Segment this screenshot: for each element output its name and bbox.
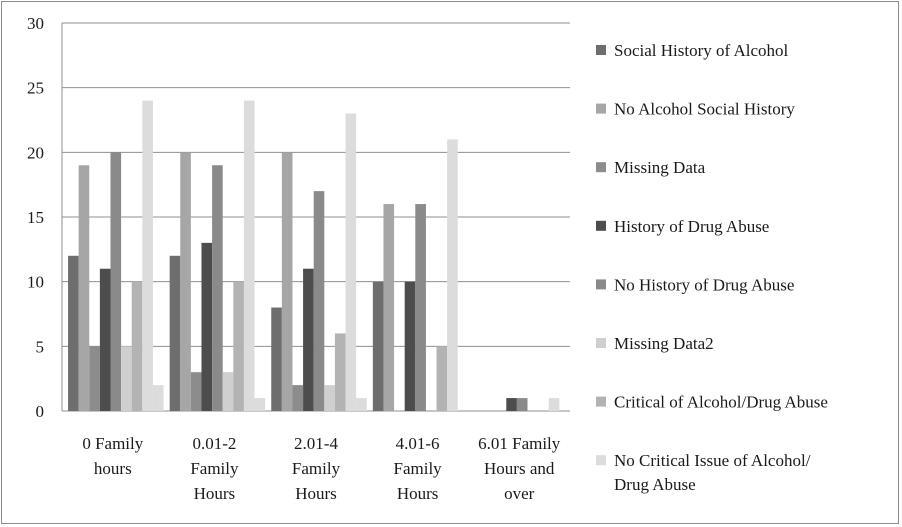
bar bbox=[233, 281, 244, 411]
x-category-label: 0.01-2 bbox=[192, 434, 236, 453]
legend-label: Critical of Alcohol/Drug Abuse bbox=[614, 393, 828, 412]
bar bbox=[345, 113, 357, 412]
bar bbox=[99, 268, 111, 411]
bar bbox=[89, 346, 100, 411]
bar bbox=[447, 139, 458, 411]
legend-swatch bbox=[596, 162, 606, 173]
legend-swatch bbox=[596, 455, 606, 466]
y-tick-label: 10 bbox=[27, 273, 44, 292]
bar bbox=[254, 398, 266, 411]
y-tick-label: 20 bbox=[27, 143, 44, 162]
x-category-label: Family bbox=[292, 459, 341, 478]
x-category-label: Family bbox=[394, 459, 443, 478]
x-category-label: over bbox=[504, 484, 535, 503]
bar bbox=[180, 152, 191, 412]
bar bbox=[415, 204, 426, 411]
bar bbox=[271, 307, 282, 411]
bar bbox=[201, 242, 213, 411]
bar bbox=[152, 385, 164, 411]
bar bbox=[516, 398, 528, 411]
legend-swatch bbox=[596, 45, 606, 55]
bar bbox=[436, 346, 448, 411]
legend-swatch bbox=[596, 279, 606, 290]
legend-label: No Alcohol Social History bbox=[614, 100, 795, 119]
bar bbox=[548, 398, 560, 411]
x-category-label: Hours bbox=[397, 484, 439, 503]
bar bbox=[281, 152, 293, 412]
x-category-label: 2.01-4 bbox=[294, 434, 338, 453]
x-category-label: Hours bbox=[194, 484, 236, 503]
bar bbox=[243, 100, 255, 411]
legend-label: Missing Data2 bbox=[614, 334, 714, 353]
legend-swatch bbox=[596, 220, 606, 231]
bar bbox=[131, 281, 143, 411]
bar bbox=[506, 398, 517, 411]
bar bbox=[334, 333, 346, 411]
x-category-label: Family bbox=[190, 459, 239, 478]
bar bbox=[404, 281, 416, 411]
bar bbox=[110, 152, 122, 412]
bar bbox=[292, 385, 304, 411]
legend-label: Social History of Alcohol bbox=[614, 41, 789, 60]
bar bbox=[78, 165, 90, 411]
legend-swatch bbox=[596, 396, 606, 407]
bar bbox=[190, 372, 202, 411]
legend-label: Missing Data bbox=[614, 158, 706, 177]
bar bbox=[372, 281, 384, 411]
bar bbox=[68, 255, 79, 411]
y-tick-label: 15 bbox=[27, 208, 44, 227]
bar bbox=[142, 100, 153, 411]
bar bbox=[212, 165, 223, 411]
legend-label: No Critical Issue of Alcohol/Drug Abuse bbox=[614, 451, 811, 494]
bar bbox=[324, 385, 335, 411]
bar bbox=[356, 398, 367, 411]
x-category-label: 6.01 Family bbox=[478, 434, 561, 453]
bar bbox=[121, 346, 132, 411]
bar bbox=[222, 372, 234, 411]
y-tick-label: 30 bbox=[27, 14, 44, 33]
x-category-label: Hours and bbox=[484, 459, 555, 478]
legend-swatch bbox=[596, 338, 606, 348]
x-category-label: 4.01-6 bbox=[396, 434, 440, 453]
y-tick-label: 25 bbox=[27, 79, 44, 98]
x-category-label: hours bbox=[94, 459, 132, 478]
bar bbox=[383, 204, 395, 411]
legend-swatch bbox=[596, 103, 606, 114]
x-category-label: Hours bbox=[295, 484, 337, 503]
y-tick-label: 5 bbox=[36, 337, 45, 356]
bar bbox=[303, 268, 314, 411]
legend-label: History of Drug Abuse bbox=[614, 217, 769, 236]
y-tick-label: 0 bbox=[36, 402, 45, 421]
bar bbox=[169, 255, 181, 411]
x-category-label: 0 Family bbox=[82, 434, 143, 453]
bar bbox=[313, 191, 325, 411]
legend-label: No History of Drug Abuse bbox=[614, 275, 794, 294]
